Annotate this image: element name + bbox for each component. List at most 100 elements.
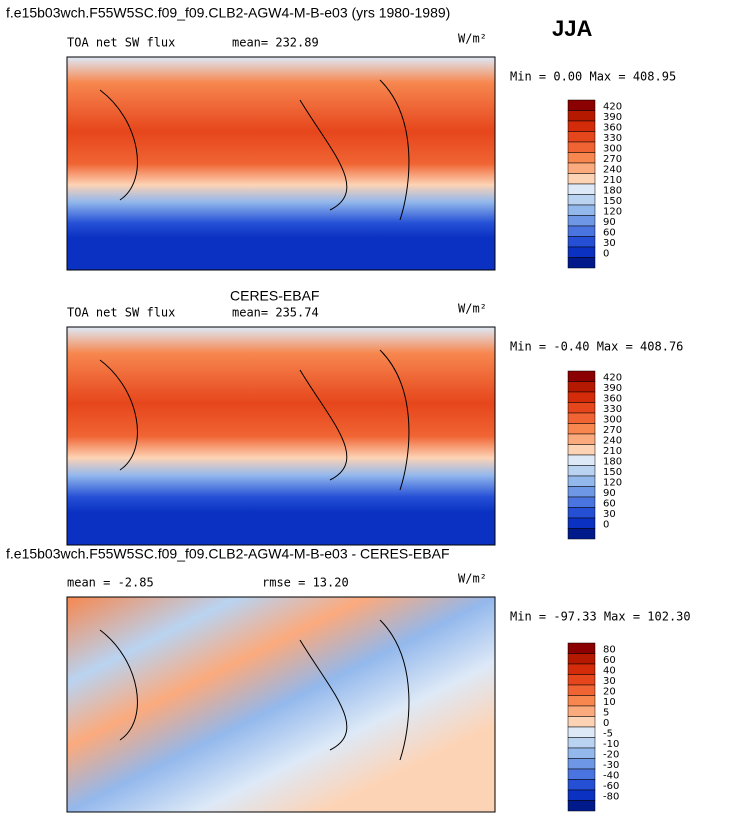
colorbar-label: 180 bbox=[603, 456, 622, 467]
colorbar-label: 5 bbox=[603, 707, 609, 718]
colorbar-box bbox=[567, 507, 596, 519]
colorbar-label: -20 bbox=[603, 749, 619, 760]
panel-title: CERES-EBAF bbox=[230, 288, 319, 304]
colorbar-label: -80 bbox=[603, 791, 619, 802]
colorbar-label: 420 bbox=[603, 101, 622, 112]
colorbar-box bbox=[567, 246, 596, 258]
colorbar-label: 0 bbox=[603, 718, 609, 729]
colorbar-label: 20 bbox=[603, 686, 616, 697]
rmse-label: rmse = 13.20 bbox=[262, 576, 349, 590]
colorbar-label: 300 bbox=[603, 143, 622, 154]
colorbar-label: -30 bbox=[603, 760, 619, 771]
colorbar-label: 210 bbox=[603, 446, 622, 457]
colorbar-box bbox=[567, 768, 596, 780]
colorbar-box bbox=[567, 444, 596, 456]
colorbar-label: 390 bbox=[603, 112, 622, 123]
colorbar-label: 30 bbox=[603, 509, 616, 520]
mean-label: mean= 232.89 bbox=[232, 36, 319, 50]
colorbar-box bbox=[567, 194, 596, 206]
colorbar-box bbox=[567, 152, 596, 164]
colorbar-label: 0 bbox=[603, 519, 609, 530]
colorbar-box bbox=[567, 695, 596, 707]
colorbar-box bbox=[567, 183, 596, 195]
colorbar-box bbox=[567, 517, 596, 529]
colorbar-box bbox=[567, 737, 596, 749]
colorbar-box bbox=[567, 423, 596, 435]
min-max: Min = -97.33 Max = 102.30 bbox=[510, 610, 691, 624]
colorbar-box bbox=[567, 789, 596, 801]
colorbar-box bbox=[567, 747, 596, 759]
colorbar-box bbox=[567, 486, 596, 498]
mean-label: mean = -2.85 bbox=[67, 576, 154, 590]
figure-title: f.e15b03wch.F55W5SC.f09_f09.CLB2-AGW4-M-… bbox=[6, 5, 450, 21]
colorbar-label: 330 bbox=[603, 404, 622, 415]
colorbar-label: 80 bbox=[603, 644, 616, 655]
field-label: TOA net SW flux bbox=[67, 306, 175, 320]
colorbar-label: 60 bbox=[603, 227, 616, 238]
colorbar-box bbox=[567, 370, 596, 382]
colorbar-label: 60 bbox=[603, 655, 616, 666]
colorbar-box bbox=[567, 381, 596, 393]
colorbar-box bbox=[567, 120, 596, 132]
colorbar-box bbox=[567, 758, 596, 770]
mean-label: mean= 235.74 bbox=[232, 306, 319, 320]
colorbar-box bbox=[567, 236, 596, 248]
map bbox=[66, 56, 496, 271]
colorbar-box bbox=[567, 162, 596, 174]
colorbar-label: 270 bbox=[603, 425, 622, 436]
colorbar-label: 270 bbox=[603, 154, 622, 165]
colorbar-box bbox=[567, 663, 596, 675]
colorbar-label: 210 bbox=[603, 175, 622, 186]
colorbar-label: 120 bbox=[603, 206, 622, 217]
colorbar-label: -10 bbox=[603, 739, 619, 750]
colorbar-label: 120 bbox=[603, 477, 622, 488]
colorbar-box bbox=[567, 433, 596, 445]
map bbox=[66, 596, 496, 813]
colorbar-box bbox=[567, 726, 596, 738]
units: W/m² bbox=[458, 302, 487, 316]
colorbar-label: -60 bbox=[603, 781, 619, 792]
colorbar-box bbox=[567, 110, 596, 122]
colorbar-box bbox=[567, 402, 596, 414]
colorbar-box bbox=[567, 257, 596, 269]
min-max: Min = 0.00 Max = 408.95 bbox=[510, 70, 676, 84]
units: W/m² bbox=[458, 32, 487, 46]
colorbar-label: 240 bbox=[603, 164, 622, 175]
season: JJA bbox=[552, 16, 592, 41]
colorbar-label: 330 bbox=[603, 133, 622, 144]
map bbox=[66, 326, 496, 546]
colorbar-box bbox=[567, 454, 596, 466]
panel-title: f.e15b03wch.F55W5SC.f09_f09.CLB2-AGW4-M-… bbox=[6, 546, 450, 562]
units: W/m² bbox=[458, 572, 487, 586]
field-label: TOA net SW flux bbox=[67, 36, 175, 50]
colorbar-label: 390 bbox=[603, 383, 622, 394]
colorbar-box bbox=[567, 131, 596, 143]
colorbar-label: 180 bbox=[603, 185, 622, 196]
colorbar-label: 0 bbox=[603, 248, 609, 259]
colorbar-box bbox=[567, 99, 596, 111]
colorbar-label: 300 bbox=[603, 414, 622, 425]
colorbar-box bbox=[567, 800, 596, 812]
colorbar-box bbox=[567, 475, 596, 487]
colorbar-label: -5 bbox=[603, 728, 613, 739]
colorbar-box bbox=[567, 412, 596, 424]
colorbar-label: 30 bbox=[603, 676, 616, 687]
colorbar-label: 60 bbox=[603, 498, 616, 509]
colorbar-box bbox=[567, 684, 596, 696]
colorbar-label: 150 bbox=[603, 196, 622, 207]
colorbar-box bbox=[567, 465, 596, 477]
colorbar-label: 10 bbox=[603, 697, 616, 708]
colorbar-label: 40 bbox=[603, 665, 616, 676]
colorbar-label: 90 bbox=[603, 217, 616, 228]
colorbar-box bbox=[567, 173, 596, 185]
colorbar-label: 420 bbox=[603, 372, 622, 383]
colorbar-label: 90 bbox=[603, 488, 616, 499]
colorbar-box bbox=[567, 779, 596, 791]
colorbar-box bbox=[567, 496, 596, 508]
colorbar-box bbox=[567, 528, 596, 540]
colorbar-box bbox=[567, 716, 596, 728]
colorbar-box bbox=[567, 215, 596, 227]
colorbar-label: 360 bbox=[603, 122, 622, 133]
colorbar-label: 30 bbox=[603, 238, 616, 249]
colorbar-label: 150 bbox=[603, 467, 622, 478]
